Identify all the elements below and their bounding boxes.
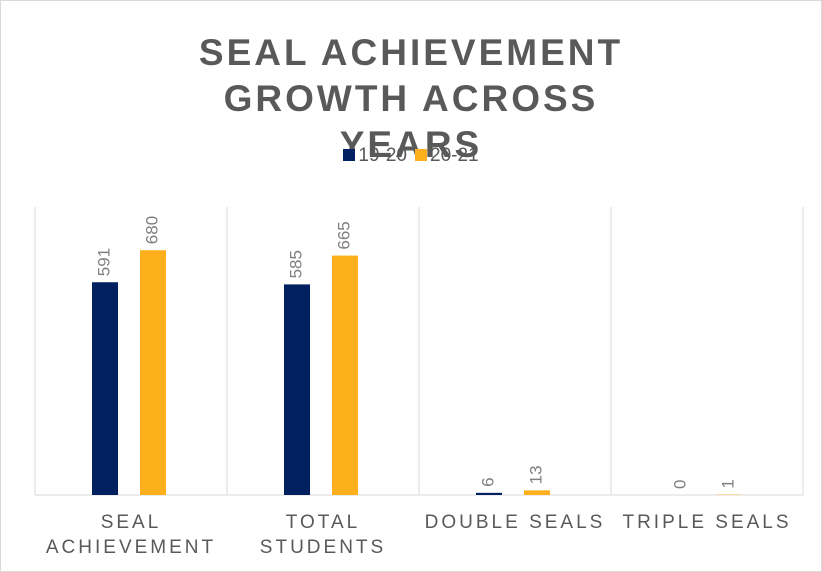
data-label: 585: [286, 250, 305, 278]
x-tick-label: DOUBLE SEALS: [424, 512, 606, 533]
data-label: 6: [478, 477, 497, 486]
bar: [92, 282, 118, 495]
data-label: 1: [718, 479, 737, 488]
legend: 19-20 20-21: [0, 145, 822, 167]
legend-label: 20-21: [430, 145, 479, 166]
x-tick-label: SEAL ACHIEVEMENT: [45, 512, 217, 558]
data-label: 591: [94, 248, 113, 276]
legend-label: 19-20: [358, 145, 407, 166]
bar: [524, 490, 550, 495]
bar: [332, 255, 358, 495]
chart-title: SEAL ACHIEVEMENT GROWTH ACROSS YEARS: [198, 32, 624, 165]
data-label: 0: [670, 480, 689, 489]
data-label: 13: [526, 465, 545, 484]
x-tick-label: TRIPLE SEALS: [622, 512, 792, 533]
legend-item: 19-20: [343, 145, 407, 167]
bar: [140, 250, 166, 495]
x-tick-label: TOTAL STUDENTS: [259, 512, 387, 558]
bar: [476, 492, 502, 495]
bar: [284, 284, 310, 495]
legend-item: 20-21: [415, 145, 479, 167]
data-label: 665: [334, 221, 353, 249]
data-label: 680: [142, 216, 161, 244]
legend-swatch: [415, 149, 427, 161]
legend-swatch: [343, 149, 356, 161]
